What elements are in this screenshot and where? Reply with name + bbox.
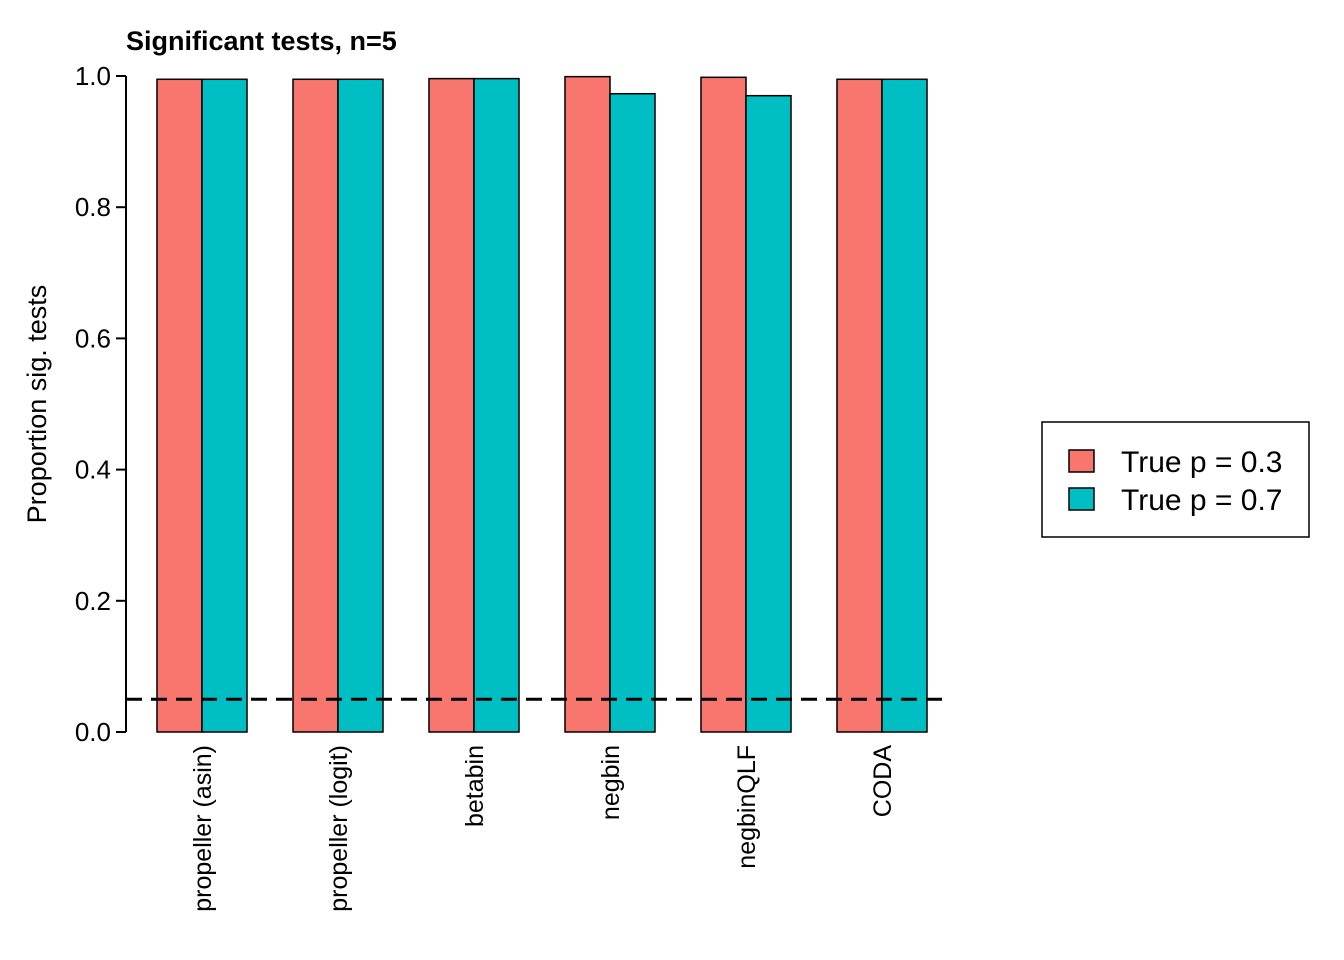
y-axis: 0.0 0.2 0.4 0.6 0.8 1.0 xyxy=(75,61,127,747)
legend-box xyxy=(1041,421,1310,538)
x-tick-label: negbinQLF xyxy=(733,745,761,869)
x-tick-labels: propeller (asin) propeller (logit) betabin… xyxy=(189,745,897,912)
bar xyxy=(745,94,792,733)
legend-label-series-1: True p = 0.3 xyxy=(1121,446,1282,479)
bar xyxy=(428,77,475,733)
legend: True p = 0.3 True p = 0.7 xyxy=(1041,421,1310,538)
bars-group xyxy=(156,75,928,733)
legend-swatch-series-2 xyxy=(1068,487,1095,511)
bar xyxy=(700,76,747,733)
y-tick-label: 1.0 xyxy=(75,61,111,91)
x-tick-label: propeller (asin) xyxy=(189,745,217,912)
y-tick-label: 0.4 xyxy=(75,455,111,485)
bar xyxy=(881,78,928,733)
bar xyxy=(564,75,611,733)
chart-title: Significant tests, n=5 xyxy=(126,26,397,56)
x-tick-label: CODA xyxy=(869,745,897,818)
x-tick-label: negbin xyxy=(597,745,625,820)
x-tick-label: propeller (logit) xyxy=(325,745,353,912)
legend-label-series-2: True p = 0.7 xyxy=(1121,484,1282,517)
y-tick-label: 0.8 xyxy=(75,192,111,222)
x-tick-label: betabin xyxy=(461,745,489,827)
bar xyxy=(337,78,384,733)
legend-swatch-series-1 xyxy=(1068,449,1095,473)
bar xyxy=(156,78,203,733)
bar xyxy=(473,77,520,733)
bar xyxy=(609,92,656,733)
bar xyxy=(201,78,248,733)
bar xyxy=(292,78,339,733)
y-axis-title: Proportion sig. tests xyxy=(22,285,52,524)
y-tick-label: 0.0 xyxy=(75,717,111,747)
y-tick-label: 0.6 xyxy=(75,323,111,353)
bar xyxy=(836,78,883,733)
y-tick-label: 0.2 xyxy=(75,586,111,616)
